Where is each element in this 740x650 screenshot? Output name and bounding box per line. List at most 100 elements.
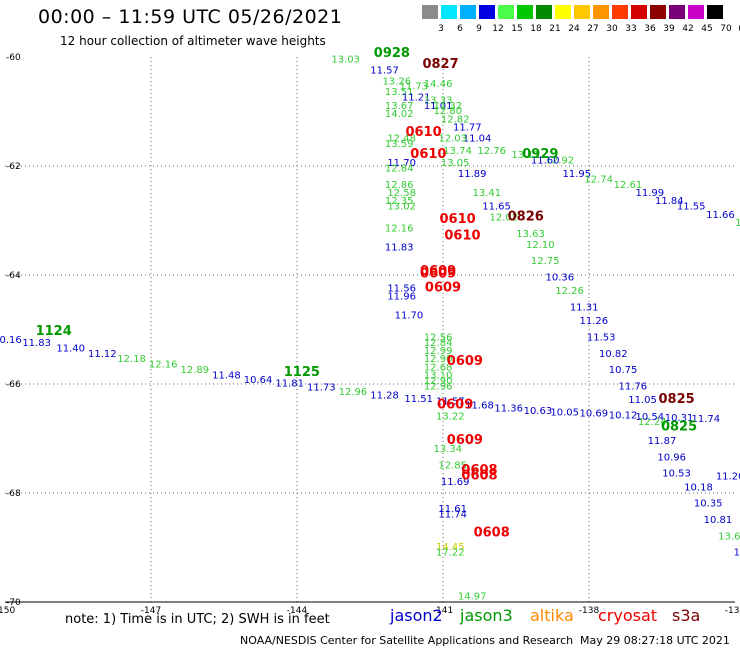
color-swatch <box>593 5 609 19</box>
x-tick-label: -138 <box>579 606 600 616</box>
time-label: 0609 <box>420 267 456 282</box>
wave-height-label: 12.58 <box>387 188 416 199</box>
color-swatch <box>498 5 514 19</box>
wave-height-label: 14.45 <box>436 542 465 553</box>
time-label: 0825 <box>659 392 695 407</box>
wave-height-label: 11.73 <box>399 82 428 93</box>
wave-height-label: 12.68 <box>424 362 453 373</box>
wave-height-label: 13.26 <box>382 76 411 87</box>
x-tick-label: -144 <box>287 606 308 616</box>
wave-height-label: 10.05 <box>550 408 579 419</box>
time-label: 0825 <box>661 419 697 434</box>
color-swatch <box>688 5 704 19</box>
time-label: 0610 <box>405 125 441 140</box>
legend-jason2: jason2 <box>390 606 443 625</box>
color-swatch <box>707 5 723 19</box>
wave-height-label: 12.48 <box>387 133 416 144</box>
wave-height-label: 13.59 <box>385 139 414 150</box>
wave-height-label: 11.05 <box>628 395 657 406</box>
color-swatch <box>460 5 476 19</box>
time-label: 0609 <box>420 264 456 279</box>
chart-title: 00:00 – 11:59 UTC 05/26/2021 <box>38 6 343 28</box>
wave-height-label: 10.36 <box>545 272 574 283</box>
wave-height-label: 12.56 <box>424 332 453 343</box>
time-label: 0608 <box>461 463 497 478</box>
scale-label: 18 <box>530 24 542 34</box>
color-swatch <box>669 5 685 19</box>
wave-height-label: 12.24 <box>638 417 667 428</box>
wave-height-label: 11.20 <box>716 471 740 482</box>
x-tick-label: -150 <box>0 606 15 616</box>
wave-height-label: 17.22 <box>436 548 465 559</box>
wave-height-label: 11.55 <box>677 202 706 213</box>
wave-height-label: 12.84 <box>385 163 414 174</box>
color-swatch <box>517 5 533 19</box>
wave-height-label: 10.54 <box>636 412 665 423</box>
wave-height-label: 10.12 <box>609 410 638 421</box>
wave-height-label: 10.75 <box>609 365 638 376</box>
wave-height-label: 14.02 <box>385 109 414 120</box>
wave-height-label: 12.35 <box>385 196 414 207</box>
wave-height-label: 11.76 <box>618 381 647 392</box>
y-tick-label: -64 <box>6 271 21 281</box>
chart-subtitle: 12 hour collection of altimeter wave hei… <box>60 34 326 48</box>
y-tick-label: -60 <box>6 53 21 63</box>
wave-height-label: 12.16 <box>385 223 414 234</box>
wave-height-label: 11.56 <box>387 283 416 294</box>
scale-label: 42 <box>682 24 694 34</box>
scale-label: 12 <box>492 24 504 34</box>
wave-height-label: 12.80 <box>434 106 463 117</box>
wave-height-label: 11.31 <box>570 302 599 313</box>
color-swatch <box>574 5 590 19</box>
wave-height-label: 13.10 <box>424 371 453 382</box>
scale-label: (ft) <box>734 24 740 34</box>
wave-height-label: 11.36 <box>494 403 523 414</box>
wave-height-label: 11.01 <box>424 101 453 112</box>
wave-height-label: 12.90 <box>424 376 453 387</box>
wave-height-label: 13.33 <box>424 95 453 106</box>
wave-height-label: 12.90 <box>424 354 453 365</box>
time-label: 0827 <box>422 57 458 72</box>
scale-label: 70 <box>720 24 732 34</box>
color-swatch <box>555 5 571 19</box>
scale-label: 21 <box>549 24 561 34</box>
wave-height-label: 10.82 <box>599 349 628 360</box>
wave-height-label: 10.16 <box>0 335 22 346</box>
time-label: 0610 <box>444 229 480 244</box>
wave-height-label: 12.03 <box>438 133 467 144</box>
time-label: 0610 <box>410 147 446 162</box>
wave-height-label: 12.10 <box>526 240 555 251</box>
x-tick-label: -141 <box>433 606 453 616</box>
time-label: 0608 <box>461 468 497 483</box>
wave-height-label: 11.04 <box>463 133 492 144</box>
time-label: 1125 <box>284 365 320 380</box>
wave-height-label: 11.73 <box>307 383 336 394</box>
wave-height-label: 12.76 <box>477 146 506 157</box>
wave-height-label: 11.60 <box>531 155 560 166</box>
time-label: 0826 <box>508 210 544 225</box>
wave-height-label: 11.77 <box>453 123 482 134</box>
time-label: 0608 <box>474 526 510 541</box>
wave-height-label: 10.31 <box>665 413 694 424</box>
scale-label: 3 <box>438 24 444 34</box>
time-label: 0609 <box>447 433 483 448</box>
wave-height-label: 13.11 <box>511 150 540 161</box>
x-tick-label: -135 <box>725 606 740 616</box>
wave-height-label: 12.85 <box>438 460 467 471</box>
scale-label: 45 <box>701 24 713 34</box>
wave-height-label: 12.26 <box>555 286 584 297</box>
wave-height-label: 12.18 <box>117 354 146 365</box>
wave-height-label: 11.96 <box>387 292 416 303</box>
wave-height-label: 11.99 <box>636 188 665 199</box>
color-swatch <box>422 5 438 19</box>
time-label: 0929 <box>522 147 558 162</box>
wave-height-label: 12.84 <box>424 338 453 349</box>
scale-label: 30 <box>606 24 618 34</box>
color-swatch <box>612 5 628 19</box>
note-text: note: 1) Time is in UTC; 2) SWH is in fe… <box>65 612 330 627</box>
scale-label: 24 <box>568 24 580 34</box>
scale-label: 36 <box>644 24 656 34</box>
wave-height-label: 13.67 <box>718 531 740 542</box>
scale-label: 39 <box>663 24 675 34</box>
